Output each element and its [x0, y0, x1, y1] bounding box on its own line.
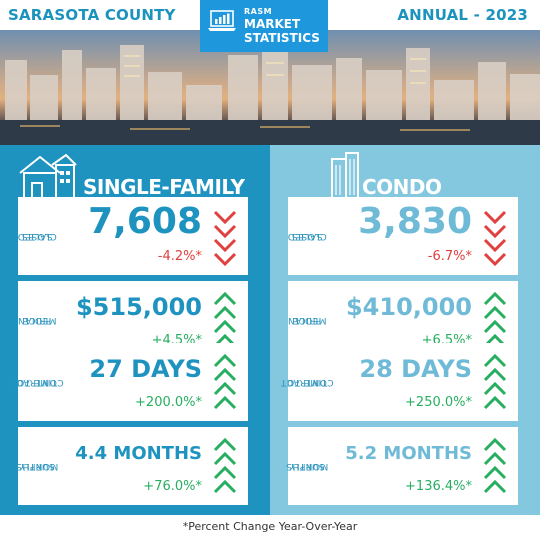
chevron-up-icon — [213, 437, 237, 494]
condo-months-supply-value: 5.2 MONTHS — [345, 443, 472, 464]
chevron-up-icon — [483, 353, 507, 410]
sf-months-supply-card: MONTHS SUPPLY 4.4 MONTHS +76.0%* — [15, 427, 248, 505]
card-label: TIME TO CONTRACT — [10, 377, 64, 387]
market-statistics-badge: RASM MARKET STATISTICS — [200, 0, 328, 52]
chevron-up-icon — [213, 291, 237, 348]
card-label: CLOSED SALES — [287, 231, 327, 241]
sf-months-supply-change: +76.0%* — [143, 479, 202, 494]
card-label: CLOSED SALES — [17, 231, 57, 241]
condo-time-to-contract-value: 28 DAYS — [359, 355, 472, 383]
skyline-illustration — [0, 40, 540, 145]
badge-org: RASM — [244, 7, 273, 16]
single-family-title: SINGLE-FAMILY — [83, 175, 245, 199]
card-label: MONTHS SUPPLY — [285, 461, 329, 471]
card-label: TIME TO CONTRACT — [280, 377, 334, 387]
condo-title: CONDO — [362, 175, 442, 199]
sf-closed-sales-change: -4.2%* — [157, 249, 202, 264]
sf-months-supply-value: 4.4 MONTHS — [75, 443, 202, 464]
building-icon — [328, 152, 362, 200]
condo-time-to-contract-change: +250.0%* — [405, 395, 472, 410]
sf-time-to-contract-change: +200.0%* — [135, 395, 202, 410]
period-title: ANNUAL - 2023 — [397, 6, 528, 24]
badge-line2: STATISTICS — [244, 31, 320, 45]
sf-closed-sales-card: CLOSED SALES 7,608 -4.2%* — [17, 197, 248, 275]
chevron-down-icon — [213, 210, 237, 266]
house-icon — [18, 153, 78, 200]
county-title: SARASOTA COUNTY — [8, 6, 176, 24]
condo-panel: CONDO CLOSED SALES 3,830 -6.7%* MEDIAN PRI… — [270, 145, 540, 515]
sf-time-to-contract-value: 27 DAYS — [89, 355, 202, 383]
condo-closed-sales-change: -6.7%* — [427, 249, 472, 264]
condo-median-price-value: $410,000 — [345, 293, 472, 321]
condo-closed-sales-value: 3,830 — [358, 201, 472, 242]
sf-closed-sales-value: 7,608 — [88, 201, 202, 242]
laptop-chart-icon — [208, 10, 236, 31]
chevron-up-icon — [483, 437, 507, 494]
sf-median-price-value: $515,000 — [75, 293, 202, 321]
single-family-panel: SINGLE-FAMILY CLOSED SALES 7,608 -4.2%* M… — [0, 145, 270, 515]
footnote: *Percent Change Year-Over-Year — [182, 520, 358, 533]
sf-time-to-contract-card: TIME TO CONTRACT 27 DAYS +200.0%* — [10, 343, 248, 421]
condo-time-to-contract-card: TIME TO CONTRACT 28 DAYS +250.0%* — [280, 343, 518, 421]
condo-months-supply-change: +136.4%* — [405, 479, 472, 494]
condo-closed-sales-card: CLOSED SALES 3,830 -6.7%* — [287, 197, 518, 275]
city-skyline-photo — [0, 30, 540, 145]
badge-line1: MARKET — [244, 17, 301, 31]
condo-months-supply-card: MONTHS SUPPLY 5.2 MONTHS +136.4%* — [285, 427, 518, 505]
chevron-up-icon — [483, 291, 507, 348]
chevron-down-icon — [483, 210, 507, 266]
card-label: MONTHS SUPPLY — [15, 461, 59, 471]
chevron-up-icon — [213, 353, 237, 410]
